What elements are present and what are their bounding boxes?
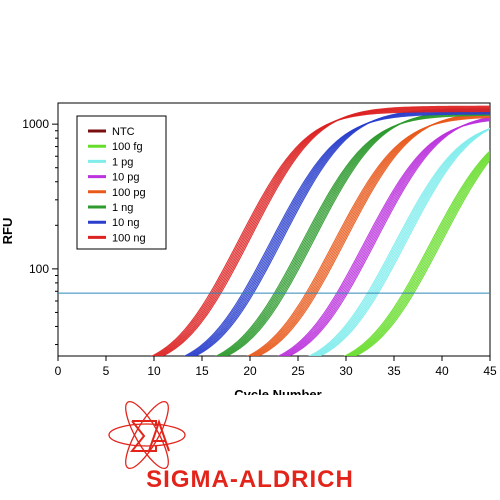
series-line [346,152,490,356]
y-tick-label: 100 [29,262,49,276]
series-line [308,128,490,356]
x-tick-label: 5 [103,364,110,378]
series-line [286,117,490,356]
plot-frame [57,102,491,357]
series-line [150,111,490,356]
legend-label: 100 ng [112,232,146,244]
series-line [187,111,490,356]
legend-label: 10 ng [112,217,140,229]
series-line [280,119,490,356]
legend-label: NTC [112,126,135,138]
series-line [160,106,490,356]
series-line [348,154,490,356]
series-line [161,105,490,356]
x-tick-label: 35 [387,364,401,378]
series-line [311,127,490,356]
series-100-pg [246,112,490,356]
series-line [189,110,490,356]
x-tick-label: 25 [291,364,305,378]
series-line [349,155,490,356]
y-axis-title: RFU [0,218,15,245]
series-line [318,128,490,356]
legend-label: 100 fg [112,141,143,153]
series-line [158,107,490,356]
series-line [288,116,490,356]
legend-label: 10 pg [112,172,140,184]
series-line [153,109,490,356]
sigma-aldrich-logo [108,400,186,470]
series-line [309,128,490,356]
x-tick-label: 15 [195,364,209,378]
series-1-ng [214,109,490,356]
series-100-fg [343,150,490,356]
series-line [225,109,490,356]
series-1-pg [308,127,490,356]
series-line [277,120,490,356]
series-line [257,112,490,356]
series-line [285,117,490,356]
series-10-pg [277,116,490,356]
x-tick-label: 0 [55,364,62,378]
series-line [283,118,490,356]
series-100-ng [150,105,490,356]
series-line [281,118,490,356]
series-line [343,150,490,356]
series-line [186,111,490,356]
x-tick-label: 40 [435,364,449,378]
legend-label: 1 pg [112,156,133,168]
series-line [315,128,490,356]
legend: NTC 100 fg 1 pg 10 pg 100 pg 1 ng 10 ng 100 ng [76,115,167,250]
company-name: SIGMA-ALDRICH [146,466,354,493]
series-line [155,108,490,356]
x-axis-title: Cycle Number [234,387,321,395]
x-tick-label: 10 [147,364,161,378]
series-line [314,128,490,356]
x-tick-label: 30 [339,364,353,378]
legend-box [76,115,167,250]
y-axis: 100 1000 [22,117,58,346]
y-tick-label: 1000 [22,117,49,131]
series-line [317,128,490,356]
series-line [152,110,490,356]
series-line [345,151,490,356]
atom-emblem-icon [108,400,186,470]
series-line [156,107,490,356]
x-tick-label: 20 [243,364,257,378]
legend-label: 100 pg [112,187,146,199]
series-line [183,113,490,356]
x-tick-label: 45 [483,364,497,378]
series-line [312,127,490,356]
x-axis: 0 5 10 15 20 25 30 35 40 45 [55,356,497,378]
series-line [351,156,490,356]
series-line [354,159,490,356]
series-line [352,158,490,356]
series-curves [150,105,490,356]
legend-label: 1 ng [112,202,133,214]
series-line [278,119,490,356]
series-line [184,112,490,356]
